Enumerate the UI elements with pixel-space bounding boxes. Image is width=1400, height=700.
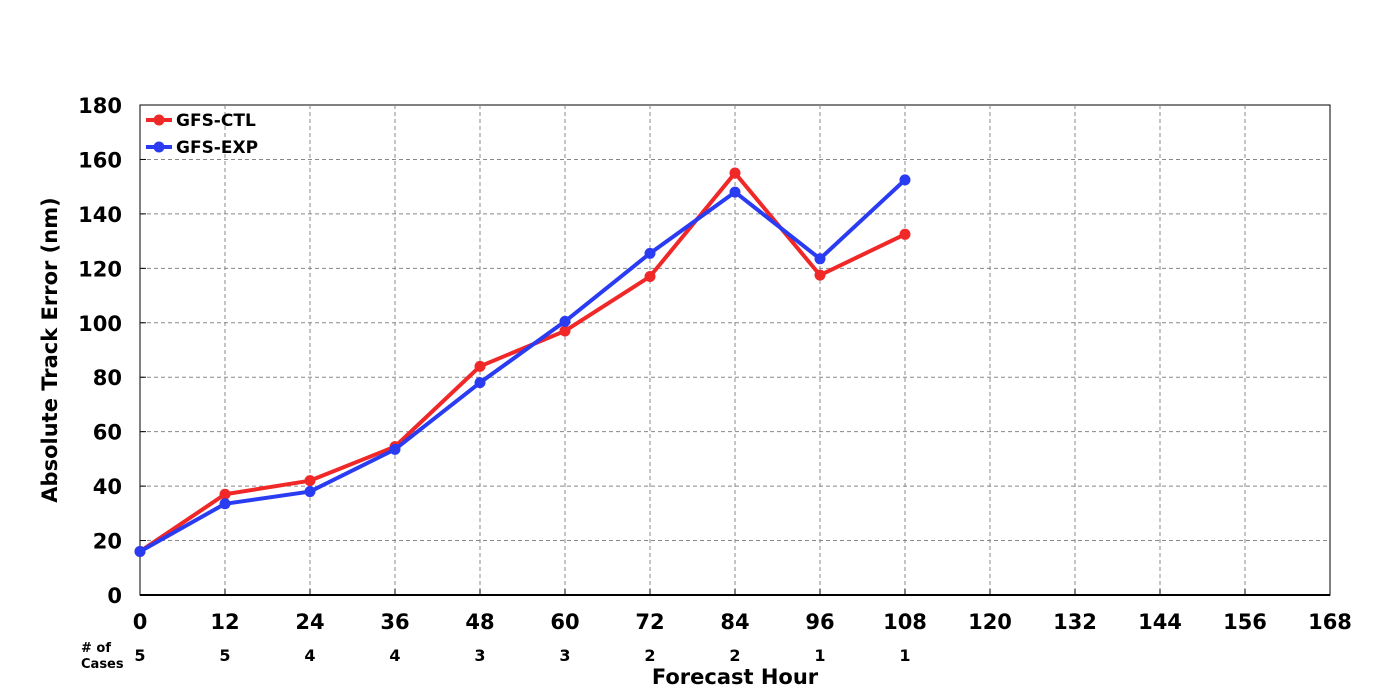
x-tick-label: 108	[883, 610, 927, 634]
gridlines	[140, 105, 1330, 595]
cases-count: 4	[304, 646, 315, 665]
x-tick-label: 36	[380, 610, 409, 634]
legend-marker	[153, 141, 165, 153]
data-point-gfs-exp	[389, 443, 401, 455]
data-series	[134, 167, 911, 557]
legend: GFS-CTL GFS-EXP	[146, 111, 258, 158]
x-tick-label: 156	[1223, 610, 1267, 634]
data-point-gfs-ctl	[304, 475, 316, 487]
data-point-gfs-exp	[219, 498, 231, 510]
cases-count: 1	[814, 646, 825, 665]
data-point-gfs-exp	[134, 545, 146, 557]
data-point-gfs-exp	[899, 174, 911, 186]
y-tick-label: 120	[78, 257, 122, 281]
x-tick-label: 120	[968, 610, 1012, 634]
y-tick-label: 20	[93, 530, 122, 554]
cases-row-label: # of	[81, 641, 111, 656]
cases-row-label: Cases	[81, 657, 124, 672]
y-tick-label: 180	[78, 94, 122, 118]
x-tick-label: 12	[210, 610, 239, 634]
cases-count: 5	[219, 646, 230, 665]
x-tick-label: 132	[1053, 610, 1097, 634]
y-tick-label: 140	[78, 203, 122, 227]
x-tick-label: 72	[635, 610, 664, 634]
y-tick-label: 60	[93, 421, 122, 445]
data-point-gfs-exp	[474, 377, 486, 389]
cases-count: 4	[389, 646, 400, 665]
data-point-gfs-ctl	[814, 269, 826, 281]
x-tick-label: 168	[1308, 610, 1352, 634]
cases-count: 2	[644, 646, 655, 665]
y-tick-label: 100	[78, 312, 122, 336]
y-tick-label: 160	[78, 148, 122, 172]
data-point-gfs-exp	[729, 186, 741, 198]
data-point-gfs-exp	[814, 253, 826, 265]
x-tick-label: 24	[295, 610, 324, 634]
cases-count: 3	[474, 646, 485, 665]
cases-count: 1	[899, 646, 910, 665]
legend-marker	[153, 114, 165, 126]
x-tick-label: 96	[805, 610, 834, 634]
x-tick-label: 60	[550, 610, 579, 634]
series-line-gfs-exp	[139, 178, 907, 554]
x-tick-label: 144	[1138, 610, 1182, 634]
data-point-gfs-ctl	[219, 488, 231, 500]
x-tick-label: 0	[133, 610, 148, 634]
y-tick-label: 80	[93, 366, 122, 390]
data-point-gfs-ctl	[899, 228, 911, 240]
data-point-gfs-ctl	[729, 167, 741, 179]
cases-count: 3	[559, 646, 570, 665]
data-point-gfs-exp	[304, 486, 316, 498]
cases-count: 5	[134, 646, 145, 665]
cases-count: 2	[729, 646, 740, 665]
data-point-gfs-ctl	[559, 325, 571, 337]
data-point-gfs-ctl	[644, 271, 656, 282]
x-axis-title: Forecast Hour	[652, 665, 819, 689]
y-tick-label: 40	[93, 475, 122, 499]
y-tick-label: 0	[107, 584, 122, 608]
data-point-gfs-exp	[644, 247, 656, 259]
x-tick-label: 84	[720, 610, 749, 634]
data-point-gfs-ctl	[474, 360, 486, 372]
axes: 0 12 24 36 48 60 72 84 96 108 120 132 144 156 168 0 20 40…	[78, 94, 1352, 634]
x-tick-label: 48	[465, 610, 494, 634]
y-axis-title: Absolute Track Error (nm)	[38, 197, 62, 502]
legend-label: GFS-CTL	[176, 111, 256, 131]
legend-label: GFS-EXP	[176, 138, 258, 158]
data-point-gfs-exp	[559, 315, 571, 327]
